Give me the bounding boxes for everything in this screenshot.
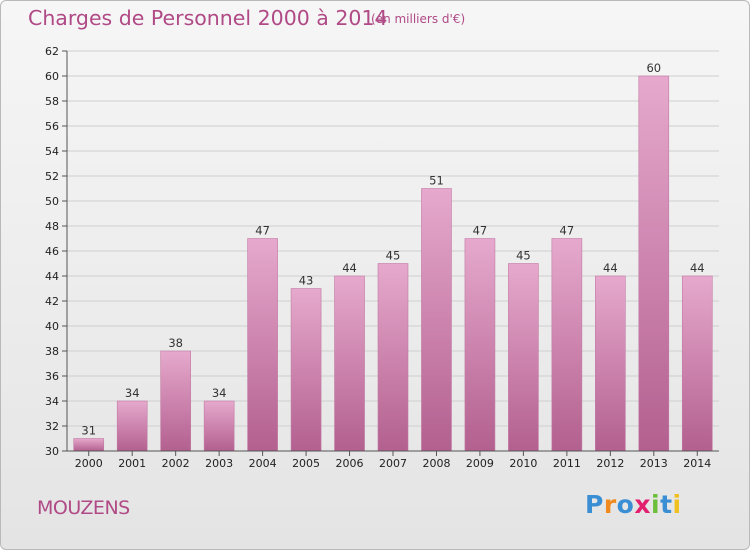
- y-axis-ticks: 30 32 34 36 38 40 42 44 46 48 50 52 54 56 58 60 62: [45, 45, 67, 458]
- chart-title: Charges de Personnel 2000 à 2014: [28, 6, 388, 30]
- bar-2013: [638, 75, 670, 452]
- x-axis-ticks: 2000 2001 2002 2003 2004 2005 2006 2007 2008 2009…: [75, 451, 711, 470]
- logo-letter: t: [660, 490, 673, 519]
- y-tick-label: 42: [45, 295, 59, 308]
- bar-2002: [160, 350, 191, 452]
- logo-letter: r: [603, 490, 617, 519]
- bar-2005: [290, 288, 322, 452]
- bar-2012: [595, 275, 626, 452]
- logo-letter: i: [672, 490, 682, 519]
- y-tick-label: 38: [45, 345, 59, 358]
- value-label-2006: 44: [342, 261, 357, 275]
- y-tick-label: 44: [45, 270, 59, 283]
- bar-2006: [334, 275, 365, 452]
- value-label-2009: 47: [473, 224, 488, 238]
- x-tick-label-2011: 2011: [553, 457, 581, 470]
- y-tick-label: 36: [45, 370, 59, 383]
- logo-letter: P: [585, 490, 604, 519]
- y-tick-label: 34: [45, 395, 59, 408]
- bar-2004: [247, 238, 278, 452]
- value-label-2010: 45: [516, 249, 531, 263]
- bars: 31 34 38 34 47 43 44 45 51 47 45 47 44 60 44: [73, 61, 713, 452]
- value-label-2014: 44: [690, 261, 705, 275]
- bar-2014: [681, 275, 713, 452]
- y-tick-label: 50: [45, 195, 59, 208]
- y-tick-label: 30: [45, 445, 59, 458]
- logo-letter: i: [651, 490, 661, 519]
- value-label-2012: 44: [603, 261, 618, 275]
- bar-2003: [203, 400, 235, 452]
- value-label-2002: 38: [168, 336, 183, 350]
- y-tick-label: 62: [45, 45, 59, 58]
- x-tick-label-2010: 2010: [509, 457, 537, 470]
- y-tick-label: 32: [45, 420, 59, 433]
- x-tick-label-2001: 2001: [118, 457, 146, 470]
- value-label-2003: 34: [212, 386, 227, 400]
- logo-letter: o: [616, 490, 635, 519]
- value-label-2004: 47: [255, 224, 270, 238]
- x-tick-label-2002: 2002: [162, 457, 190, 470]
- value-label-2005: 43: [299, 274, 314, 288]
- y-tick-label: 60: [45, 70, 59, 83]
- value-label-2011: 47: [560, 224, 575, 238]
- bar-2009: [464, 238, 496, 452]
- bar-2010: [508, 263, 539, 452]
- value-label-2013: 60: [646, 61, 661, 75]
- x-tick-label-2008: 2008: [422, 457, 450, 470]
- x-tick-label-2000: 2000: [75, 457, 103, 470]
- x-tick-label-2012: 2012: [596, 457, 624, 470]
- x-tick-label-2014: 2014: [683, 457, 711, 470]
- y-tick-label: 56: [45, 120, 59, 133]
- y-tick-label: 52: [45, 170, 59, 183]
- bar-2008: [421, 188, 452, 452]
- y-tick-label: 48: [45, 220, 59, 233]
- bar-2001: [116, 400, 148, 452]
- bar-2000: [73, 438, 105, 452]
- x-tick-label-2013: 2013: [640, 457, 668, 470]
- value-label-2001: 34: [125, 386, 140, 400]
- value-label-2007: 45: [386, 249, 401, 263]
- y-tick-label: 46: [45, 245, 59, 258]
- axes: [66, 51, 719, 452]
- value-label-2008: 51: [429, 174, 444, 188]
- x-tick-label-2009: 2009: [466, 457, 494, 470]
- x-tick-label-2006: 2006: [336, 457, 364, 470]
- bar-2007: [377, 263, 409, 452]
- chart-subtitle: (en milliers d'€): [371, 12, 466, 26]
- logo-letter: x: [634, 490, 651, 519]
- y-tick-label: 54: [45, 145, 59, 158]
- value-label-2000: 31: [81, 424, 96, 438]
- y-tick-label: 40: [45, 320, 59, 333]
- x-tick-label-2005: 2005: [292, 457, 320, 470]
- bar-2011: [551, 238, 583, 452]
- commune-name: MOUZENS: [37, 497, 130, 519]
- y-tick-label: 58: [45, 95, 59, 108]
- x-tick-label-2003: 2003: [205, 457, 233, 470]
- x-tick-label-2007: 2007: [379, 457, 407, 470]
- proxiti-logo[interactable]: Proxiti: [585, 490, 682, 519]
- x-tick-label-2004: 2004: [249, 457, 277, 470]
